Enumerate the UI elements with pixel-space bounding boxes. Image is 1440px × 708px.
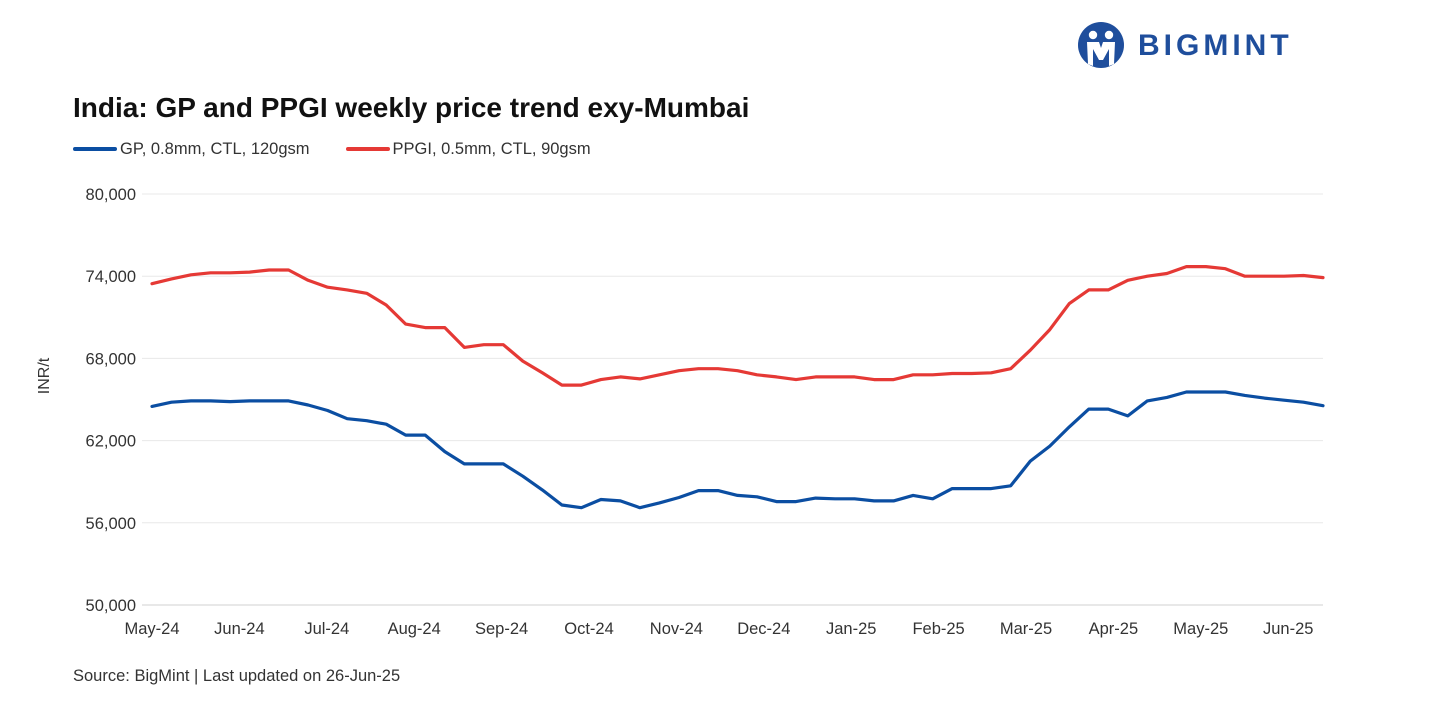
legend-item-gp: GP, 0.8mm, CTL, 120gsm — [73, 140, 310, 159]
chart-title: India: GP and PPGI weekly price trend ex… — [73, 92, 750, 123]
x-tick-label: Oct-24 — [564, 620, 614, 638]
x-tick-label: May-25 — [1173, 620, 1228, 638]
y-tick-label: 56,000 — [86, 515, 136, 533]
source-note: Source: BigMint | Last updated on 26-Jun… — [73, 667, 401, 685]
bigmint-logo-icon — [1078, 22, 1124, 68]
legend-item-ppgi: PPGI, 0.5mm, CTL, 90gsm — [345, 139, 591, 159]
series-line-ppgi — [150, 265, 1325, 387]
x-axis-ticks: May-24 Jun-24 Jul-24 Aug-24 Sep-24 Oct-24 Nov-… — [124, 620, 1313, 638]
x-tick-label: Jul-24 — [304, 620, 349, 638]
y-tick-label: 62,000 — [86, 433, 136, 451]
x-tick-label: Aug-24 — [388, 620, 441, 638]
x-tick-label: Mar-25 — [1000, 620, 1052, 638]
y-tick-label: 74,000 — [86, 268, 136, 286]
x-tick-label: Jun-24 — [214, 620, 264, 638]
x-tick-label: Jun-25 — [1263, 620, 1313, 638]
y-tick-label: 50,000 — [86, 597, 136, 615]
x-tick-label: Dec-24 — [737, 620, 790, 638]
x-tick-label: Feb-25 — [912, 620, 964, 638]
series-lines — [150, 265, 1325, 510]
legend-label-ppgi: PPGI, 0.5mm, CTL, 90gsm — [392, 139, 591, 158]
chart-legend: GP, 0.8mm, CTL, 120gsm PPGI, 0.5mm, CTL,… — [73, 139, 627, 159]
grid-lines — [142, 193, 1323, 606]
x-tick-label: Jan-25 — [826, 620, 876, 638]
bigmint-logo-text: BIGMINT — [1138, 29, 1293, 62]
legend-swatch-gp — [73, 147, 117, 151]
legend-swatch-ppgi — [345, 147, 390, 151]
x-tick-label: Apr-25 — [1089, 620, 1139, 638]
x-tick-label: Sep-24 — [475, 620, 528, 638]
y-tick-label: 68,000 — [86, 350, 136, 368]
legend-label-gp: GP, 0.8mm, CTL, 120gsm — [120, 139, 310, 158]
bigmint-logo: BIGMINT — [1076, 20, 1326, 70]
x-tick-label: May-24 — [124, 620, 179, 638]
y-axis-ticks: 50,000 56,000 62,000 68,000 74,000 80,000 — [86, 186, 136, 615]
y-axis-label: INR/t — [36, 357, 53, 394]
y-tick-label: 80,000 — [86, 186, 136, 204]
x-tick-label: Nov-24 — [650, 620, 703, 638]
series-line-gp — [150, 390, 1325, 510]
